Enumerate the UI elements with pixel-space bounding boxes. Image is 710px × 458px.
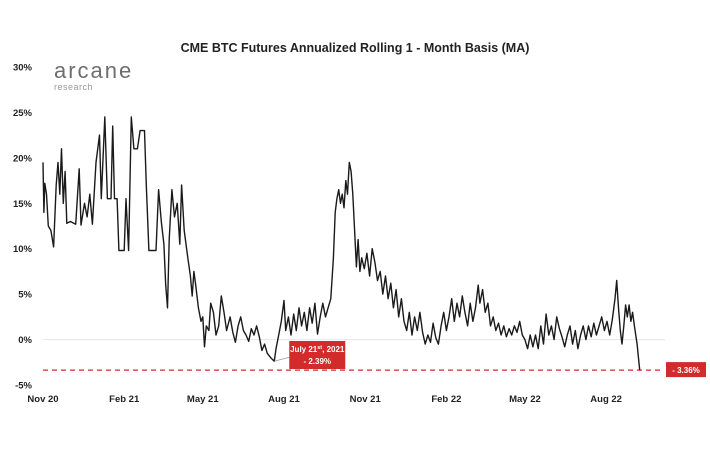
y-tick-label: 20% xyxy=(13,153,33,164)
logo-word: arcane xyxy=(54,58,134,83)
y-tick-label: 30% xyxy=(13,63,33,74)
callout-min-box xyxy=(289,341,346,369)
x-tick-label: Nov 21 xyxy=(350,394,382,405)
chart-title: CME BTC Futures Annualized Rolling 1 - M… xyxy=(180,41,530,55)
arcane-logo: arcane research xyxy=(54,58,134,93)
callout-last-value: - 3.36% xyxy=(672,366,700,375)
y-tick-label: -5% xyxy=(15,381,32,392)
y-tick-label: 10% xyxy=(13,244,33,255)
x-axis-ticks: Nov 20 Feb 21 May 21 Aug 21 Nov 21 Feb 22 May … xyxy=(27,394,622,405)
callout-min-date-year: , 2021 xyxy=(322,345,345,354)
y-tick-label: 5% xyxy=(18,290,32,301)
y-axis-ticks: 30% 25% 20% 15% 10% 5% 0% -5% xyxy=(13,63,33,392)
callout-min-date: July 21st, 2021 xyxy=(290,345,345,354)
x-tick-label: May 22 xyxy=(509,394,541,405)
callout-min-date-day: July 21 xyxy=(290,345,318,354)
series-line xyxy=(42,116,641,371)
callout-min-value: - 2.39% xyxy=(303,357,331,366)
callout-leader xyxy=(274,356,290,362)
x-tick-label: Feb 21 xyxy=(109,394,140,405)
x-tick-label: Aug 22 xyxy=(590,394,622,405)
y-tick-label: 15% xyxy=(13,199,33,210)
y-tick-label: 25% xyxy=(13,108,33,119)
callouts: July 21st, 2021 - 2.39% - 3.36% xyxy=(274,341,706,378)
y-tick-label: 0% xyxy=(18,335,32,346)
x-tick-label: Aug 21 xyxy=(268,394,300,405)
x-tick-label: Feb 22 xyxy=(431,394,461,405)
callout-min-date-suffix: st xyxy=(317,345,322,351)
callout-last-box xyxy=(666,362,706,378)
x-tick-label: Nov 20 xyxy=(27,394,58,405)
x-tick-label: May 21 xyxy=(187,394,219,405)
logo-sub: research xyxy=(54,82,94,92)
